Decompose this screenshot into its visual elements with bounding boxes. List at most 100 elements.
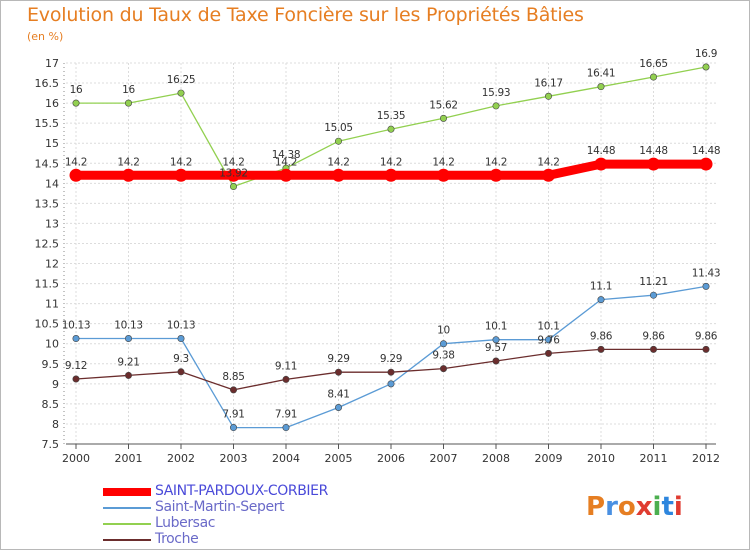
series-point-3: [649, 345, 657, 353]
series-point-3: [492, 357, 500, 365]
data-label-2: 16.25: [167, 74, 196, 86]
y-tick-label: 15: [45, 137, 59, 150]
series-layer: [69, 63, 713, 432]
data-label-2: 15.93: [482, 87, 511, 99]
data-label-0: 14.2: [117, 156, 139, 168]
series-point-3: [439, 365, 447, 373]
data-labels-layer: 14.2 14.2 14.2 14.2 14.2 14.2 14.2 14.2 14.2 14.2…: [62, 48, 721, 421]
data-label-0: 14.2: [222, 156, 244, 168]
x-tick-label: 2002: [167, 452, 195, 465]
series-point-1: [334, 404, 342, 412]
chart-title: Evolution du Taux de Taxe Foncière sur l…: [27, 4, 584, 26]
x-tick-label: 2010: [587, 452, 615, 465]
y-tick-label: 10.5: [35, 318, 60, 331]
data-label-0: 14.48: [587, 145, 616, 157]
data-label-1: 10.13: [114, 320, 143, 332]
series-point-1: [72, 335, 80, 343]
data-label-2: 16.65: [639, 58, 668, 70]
data-label-0: 14.48: [639, 145, 668, 157]
series-point-0: [69, 168, 83, 182]
series-point-3: [334, 368, 342, 376]
y-tick-label: 13: [45, 217, 59, 230]
x-tick-label: 2001: [115, 452, 143, 465]
series-point-2: [702, 63, 710, 71]
data-label-3: 8.85: [222, 371, 244, 383]
y-tick-label: 11.5: [35, 278, 60, 291]
x-tick-label: 2012: [692, 452, 720, 465]
legend-label: Lubersac: [155, 515, 216, 531]
series-point-3: [230, 386, 238, 394]
data-label-1: 7.91: [275, 409, 297, 421]
data-label-1: 11.21: [639, 276, 668, 288]
proxiti-logo: Proxiti: [586, 492, 683, 522]
y-tick-label: 13.5: [35, 197, 60, 210]
legend-swatch: [103, 523, 151, 525]
data-label-0: 14.2: [537, 156, 559, 168]
series-point-1: [387, 380, 395, 388]
data-label-2: 16: [122, 84, 135, 96]
data-label-1: 10.1: [537, 321, 559, 333]
series-point-0: [647, 157, 660, 171]
series-point-0: [122, 168, 135, 182]
data-label-1: 10: [437, 325, 450, 337]
legend-label: SAINT-PARDOUX-CORBIER: [155, 483, 328, 499]
x-tick-label: 2006: [377, 452, 405, 465]
series-point-0: [174, 168, 188, 182]
data-label-0: 14.2: [380, 156, 402, 168]
y-tick-label: 12: [45, 258, 59, 271]
data-label-0: 14.48: [692, 145, 721, 157]
data-label-3: 9.76: [537, 334, 560, 346]
x-tick-label: 2009: [535, 452, 563, 465]
series-point-1: [439, 340, 447, 348]
y-tick-label: 9.5: [42, 358, 60, 371]
series-point-0: [332, 168, 345, 182]
data-label-3: 9.12: [65, 360, 87, 372]
series-point-2: [544, 92, 552, 100]
y-tick-label: 16.5: [35, 77, 60, 90]
x-tick-label: 2005: [325, 452, 353, 465]
data-label-3: 9.86: [590, 330, 613, 342]
x-tick-label: 2011: [640, 452, 668, 465]
data-label-1: 7.91: [222, 409, 244, 421]
series-point-3: [177, 368, 185, 376]
y-tick-label: 17: [45, 57, 59, 70]
series-point-2: [230, 183, 238, 191]
series-point-2: [439, 114, 447, 122]
data-label-0: 14.2: [327, 156, 349, 168]
legend-swatch: [103, 539, 151, 541]
data-label-3: 9.86: [695, 330, 718, 342]
series-point-0: [227, 168, 240, 182]
data-label-2: 14.38: [272, 149, 301, 161]
data-label-3: 9.29: [327, 353, 349, 365]
series-point-3: [597, 345, 605, 353]
series-point-0: [384, 168, 398, 182]
data-label-0: 14.2: [485, 156, 507, 168]
legend-label: Saint-Martin-Sepert: [155, 499, 285, 515]
data-label-2: 16.17: [534, 77, 563, 89]
series-point-3: [72, 375, 80, 383]
series-point-2: [177, 89, 185, 97]
data-label-2: 13.92: [219, 168, 248, 180]
series-point-2: [334, 137, 342, 145]
data-label-1: 11.1: [590, 281, 612, 293]
data-label-0: 14.2: [65, 156, 87, 168]
series-point-1: [702, 282, 710, 290]
series-point-1: [492, 336, 500, 344]
y-tick-label: 15.5: [35, 117, 60, 130]
y-tick-label: 9: [52, 378, 59, 391]
x-tick-label: 2007: [430, 452, 458, 465]
legend-swatch: [103, 488, 151, 496]
data-label-2: 15.62: [429, 99, 458, 111]
series-point-2: [387, 125, 395, 133]
series-point-1: [177, 335, 185, 343]
axes: 7.5 8 8.5 9 9.5 10 10.5 11 11.5 12 12.5 13 13.5 14 14.…: [35, 57, 721, 465]
data-label-1: 10.1: [485, 321, 507, 333]
data-label-2: 16.9: [695, 48, 717, 60]
data-label-0: 14.2: [432, 156, 454, 168]
y-tick-label: 16: [45, 97, 59, 110]
series-point-1: [125, 335, 133, 343]
x-tick-label: 2008: [482, 452, 510, 465]
data-label-1: 8.41: [327, 389, 349, 401]
series-point-0: [542, 168, 555, 182]
x-tick-label: 2003: [220, 452, 248, 465]
